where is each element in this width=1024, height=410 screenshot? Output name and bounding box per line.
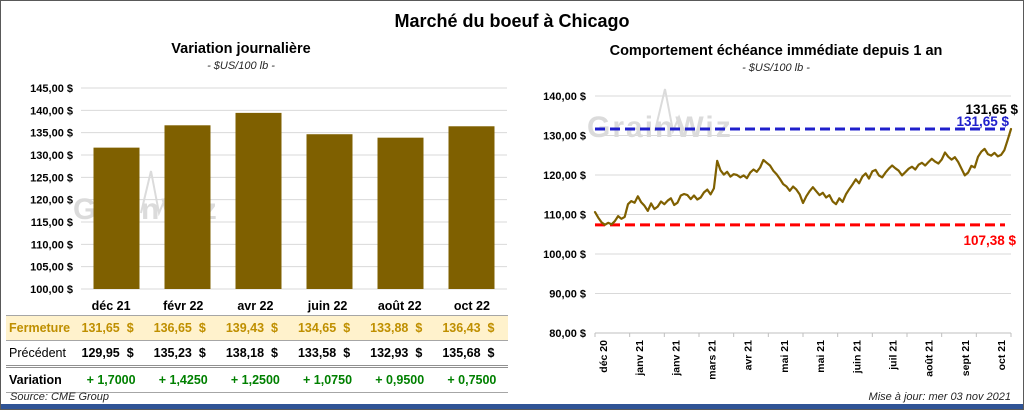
last-point-label: 131,65 $	[965, 102, 1018, 117]
grainwiz-watermark-zigzag	[654, 88, 685, 135]
table-header-cell: avr 22	[237, 298, 274, 313]
table-row-fermeture: Fermeture 131,65 $136,65 $139,43 $134,65 $133…	[6, 315, 508, 341]
table-value-cell: 133,58 $	[297, 346, 351, 360]
price-table-wrap: déc 21 févr 22 avr 22 juin 22 août 22 oct 22 F…	[6, 296, 508, 393]
line-chart-x-tick-label: sept 21	[960, 340, 972, 376]
bar-chart-y-tick-label: 125,00 $	[30, 172, 73, 184]
line-chart-x-tick-label: juil 21	[887, 340, 899, 371]
min-reference-label: 107,38 $	[963, 233, 1016, 248]
line-chart-subtitle: - $US/100 lb -	[742, 62, 810, 74]
line-chart-x-tick-label: mars 21	[707, 340, 719, 380]
table-value-cell: 139,43 $	[219, 315, 292, 341]
table-header-cell: juin 22	[307, 298, 348, 313]
bar-chart-y-tick-label: 100,00 $	[30, 284, 73, 296]
line-chart-x-tick-label: mai 21	[779, 340, 791, 373]
line-chart-x-tick-label: juin 21	[851, 340, 863, 374]
line-chart-x-tick-label: avr 21	[743, 340, 755, 371]
bar-chart-y-tick-label: 135,00 $	[30, 128, 73, 140]
row-label: Variation	[6, 365, 75, 393]
bar-chart-y-tick-label: 105,00 $	[30, 262, 73, 274]
bar-déc-21	[93, 147, 140, 289]
price-series-line	[593, 127, 1013, 226]
table-value-cell: 129,95 $	[81, 346, 134, 360]
bar-chart-y-tick-label: 145,00 $	[30, 83, 73, 95]
bar-août-22	[377, 137, 424, 289]
line-chart-x-tick-label: janv 21	[670, 340, 682, 377]
line-chart-title: Comportement échéance immédiate depuis 1…	[609, 43, 943, 59]
line-chart-x-tick-label: mai 21	[815, 340, 827, 373]
bar-chart-y-tick-label: 140,00 $	[30, 105, 73, 117]
table-header-cell: févr 22	[163, 298, 204, 313]
bar-juin-22	[306, 134, 353, 289]
table-value-cell: 135,68 $	[442, 346, 495, 360]
bar-chart-y-tick-label: 110,00 $	[31, 239, 73, 251]
bar-chart-y-tick-label: 130,00 $	[30, 150, 73, 162]
table-value-cell: 138,18 $	[225, 346, 278, 360]
row-label: Précédent	[9, 346, 66, 360]
table-value-cell: 134,65 $	[291, 315, 364, 341]
bar-chart-subtitle: - $US/100 lb -	[207, 60, 275, 72]
line-chart-y-tick-label: 110,00 $	[544, 210, 586, 222]
table-header-cell: août 22	[377, 298, 422, 313]
line-chart-x-tick-label: déc 20	[598, 340, 610, 373]
line-chart-y-tick-label: 130,00 $	[543, 131, 586, 143]
update-note: Mise à jour: mer 03 nov 2021	[868, 391, 1011, 403]
bottom-accent-bar	[1, 404, 1023, 409]
bar-chart: 145,00 $ 140,00 $ 135,00 $ 130,00 $ 125,00 $…	[30, 83, 507, 296]
table-value-cell: + 1,0750	[291, 365, 364, 393]
line-chart-y-tick-label: 120,00 $	[543, 170, 586, 182]
table-value-cell: 132,93 $	[370, 346, 423, 360]
table-row-precedent: Précédent 129,95 $ 135,23 $ 138,18 $ 133,58 $ 132…	[6, 341, 508, 367]
row-label: Fermeture	[6, 315, 75, 341]
table-value-cell: 135,23 $	[153, 346, 206, 360]
table-value-cell: + 1,2500	[219, 365, 292, 393]
price-table: déc 21 févr 22 avr 22 juin 22 août 22 oct 22 F…	[6, 296, 508, 393]
source-note: Source: CME Group	[10, 391, 110, 403]
line-chart-y-tick-label: 140,00 $	[543, 91, 586, 103]
max-reference-label: 131,65 $	[956, 114, 1009, 129]
line-chart-x-tick-label: janv 21	[634, 340, 646, 377]
table-header-cell: déc 21	[91, 298, 131, 313]
line-chart-y-tick-label: 100,00 $	[543, 249, 586, 261]
line-chart-y-tick-label: 90,00 $	[549, 289, 586, 301]
page-title: Marché du boeuf à Chicago	[394, 11, 630, 31]
table-header-empty	[6, 296, 75, 316]
bar-chart-y-tick-label: 120,00 $	[30, 195, 73, 207]
table-value-cell: + 0,9500	[363, 365, 436, 393]
line-chart-y-tick-label: 80,00 $	[549, 328, 586, 340]
line-chart-x-tick-label: oct 21	[996, 340, 1008, 371]
table-value-cell: + 1,7000	[75, 365, 148, 393]
table-header-cell: oct 22	[453, 298, 490, 313]
table-value-cell: 136,65 $	[147, 315, 220, 341]
line-chart-x-tick-label: août 21	[924, 340, 936, 377]
table-value-cell: 136,43 $	[435, 315, 508, 341]
table-value-cell: + 0,7500	[435, 365, 508, 393]
bar-avr-22	[235, 112, 282, 289]
table-value-cell: + 1,4250	[147, 365, 220, 393]
line-chart: 140,00 $ 130,00 $ 120,00 $ 110,00 $ 100,00 $…	[543, 88, 1018, 380]
table-header-row: déc 21 févr 22 avr 22 juin 22 août 22 oct 22	[6, 296, 508, 316]
bar-oct-22	[448, 126, 495, 290]
bar-chart-title: Variation journalière	[171, 41, 311, 57]
bar-chart-y-tick-label: 115,00 $	[31, 217, 73, 229]
table-value-cell: 133,88 $	[363, 315, 436, 341]
table-row-variation: Variation + 1,7000 + 1,4250 + 1,2500 + 1,075…	[6, 365, 508, 393]
bar-févr-22	[164, 125, 211, 289]
table-value-cell: 131,65 $	[75, 315, 148, 341]
